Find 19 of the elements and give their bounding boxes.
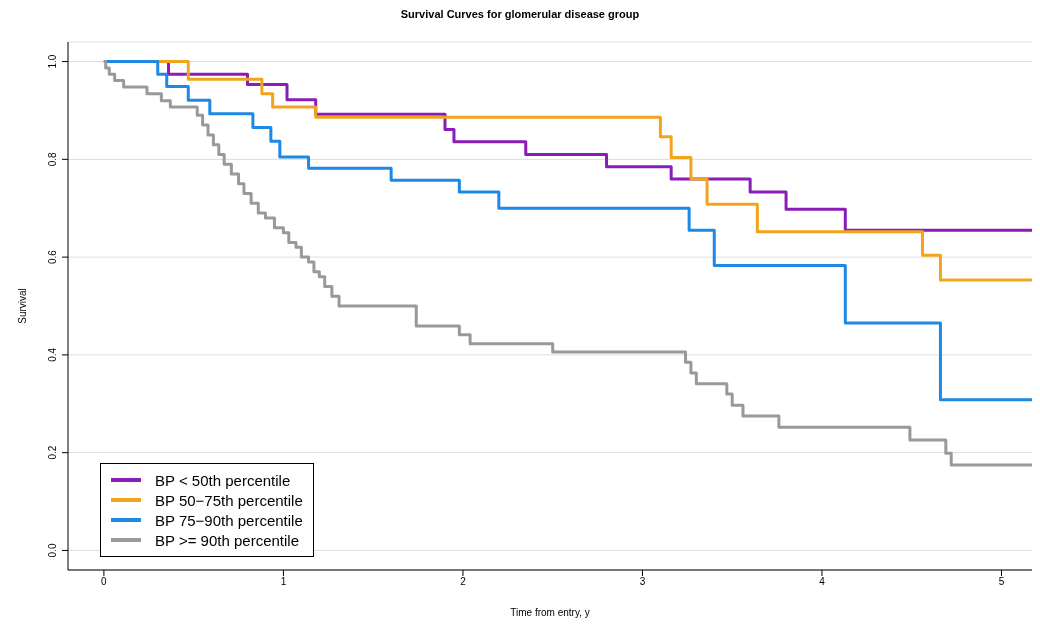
y-tick-label: 1.0 [47, 54, 58, 69]
y-tick-label: 0.6 [47, 249, 58, 265]
legend-label: BP 50−75th percentile [155, 491, 303, 509]
y-tick-label: 0.8 [47, 151, 58, 167]
x-tick-label: 0 [101, 576, 108, 588]
x-tick-label: 4 [819, 576, 826, 588]
legend-label: BP < 50th percentile [155, 471, 291, 489]
x-tick-label: 5 [998, 576, 1005, 588]
y-tick-label: 0.4 [47, 347, 58, 362]
chart-title: Survival Curves for glomerular disease group [399, 8, 641, 22]
x-tick-label: 3 [639, 576, 646, 588]
legend-label: BP 75−90th percentile [155, 511, 303, 529]
x-axis-title: Time from entry, y [510, 607, 590, 618]
x-tick-label: 2 [460, 576, 467, 588]
legend-label: BP >= 90th percentile [155, 531, 299, 549]
y-tick-label: 0.0 [47, 543, 58, 558]
x-tick-label: 1 [280, 576, 287, 588]
y-tick-label: 0.2 [47, 445, 58, 460]
y-axis-title: Survival [16, 288, 28, 324]
